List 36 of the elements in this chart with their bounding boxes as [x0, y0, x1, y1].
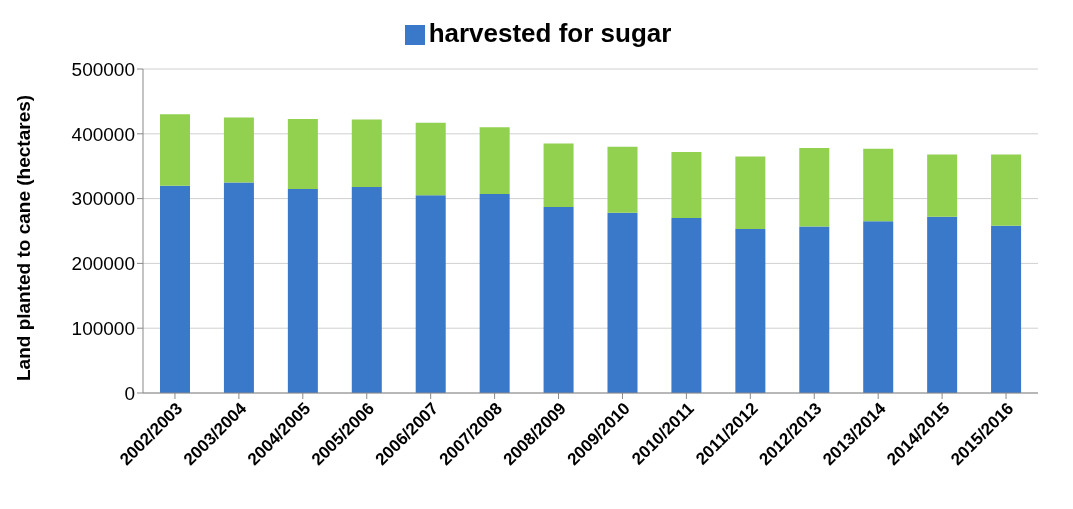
bar [927, 216, 958, 393]
y-tick-label: 300000 [71, 188, 135, 210]
bar [223, 117, 254, 183]
bar [543, 207, 574, 393]
bar [351, 186, 382, 393]
bar [160, 114, 190, 186]
bar [991, 225, 1022, 393]
y-tick-label: 500000 [71, 58, 135, 80]
bar [479, 127, 510, 195]
bar [223, 182, 254, 393]
bar [735, 156, 766, 230]
bar [863, 148, 894, 222]
y-tick-label: 0 [124, 382, 135, 404]
bar [927, 154, 958, 217]
bar [607, 212, 638, 393]
bar [160, 185, 190, 393]
bar [735, 229, 766, 393]
bar [287, 188, 318, 393]
y-tick-label: 200000 [71, 253, 135, 275]
y-tick-label: 100000 [71, 317, 135, 339]
bar [479, 194, 510, 393]
bar [991, 154, 1022, 226]
bar [287, 118, 318, 189]
legend-label: harvested for sugar [428, 18, 672, 48]
bar [799, 148, 830, 227]
bar [863, 221, 894, 393]
y-axis-title: Land planted to cane (hectares) [12, 94, 34, 381]
bar [351, 119, 382, 187]
bar [415, 122, 446, 196]
bar [671, 218, 702, 393]
bar [799, 226, 830, 393]
y-tick-label: 400000 [71, 123, 135, 145]
bar [671, 151, 702, 219]
bar [415, 195, 446, 393]
bar [543, 143, 574, 208]
bar [607, 146, 638, 213]
